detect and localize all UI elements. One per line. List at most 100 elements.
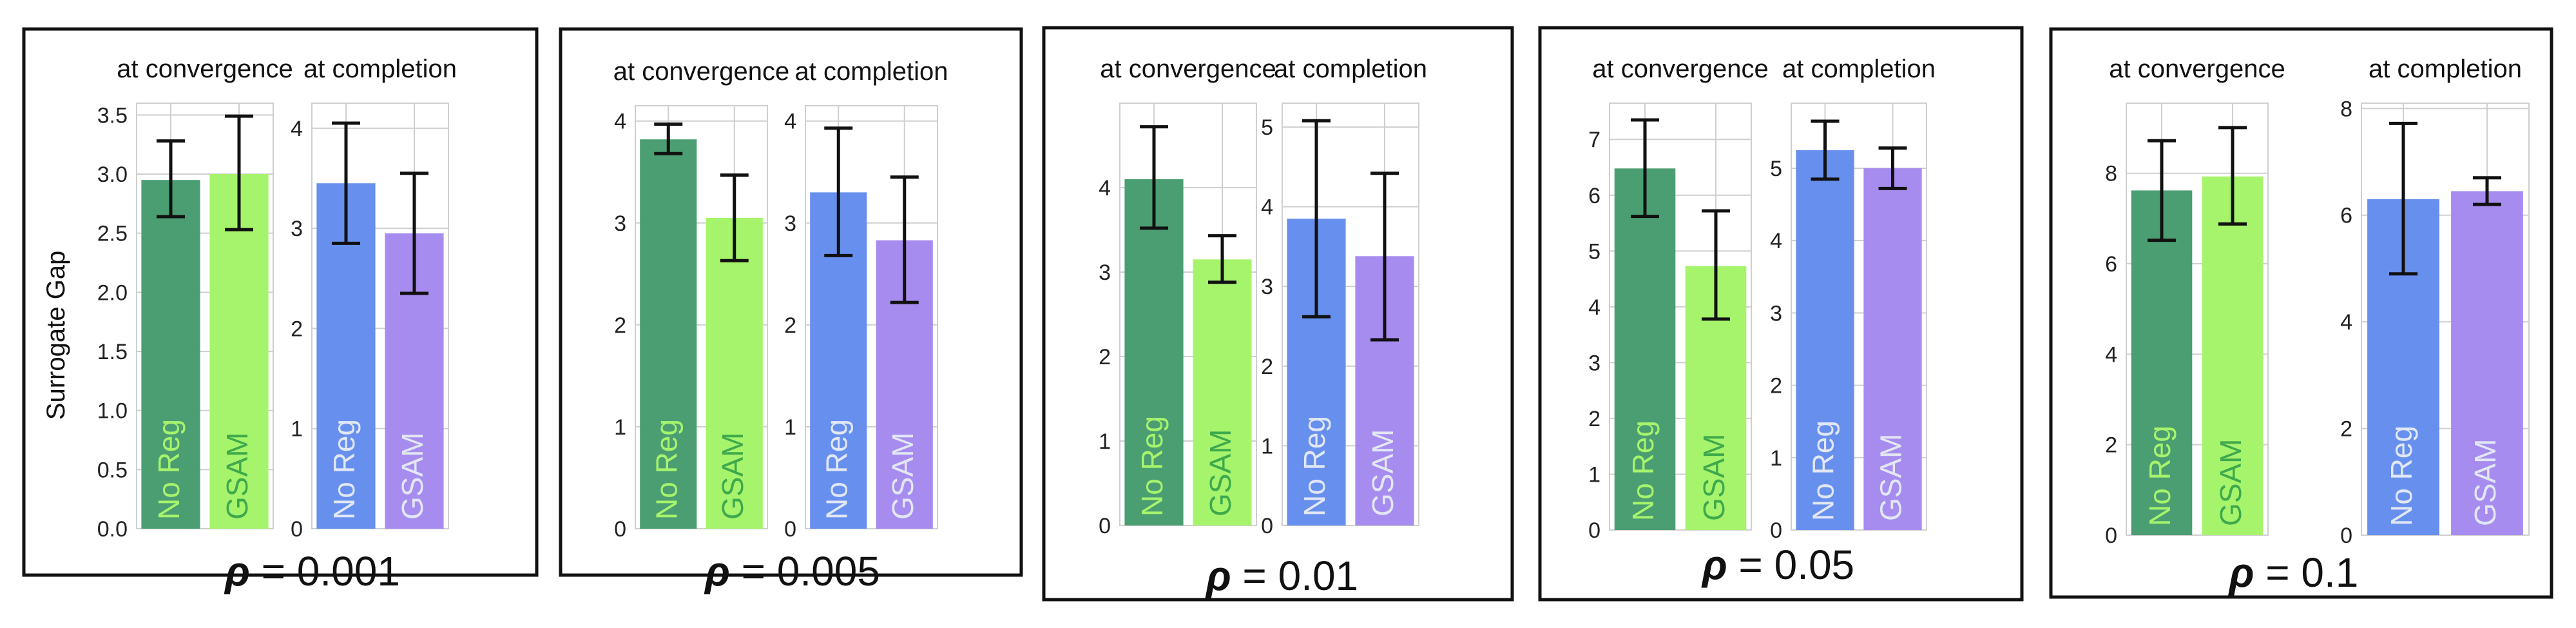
y-tick-label: 0 — [1099, 514, 1111, 538]
subplot-convergence: 0 1 2 3 4 No Reg GSAM at convergence — [1099, 55, 1276, 538]
bar-category-label: GSAM — [886, 433, 919, 520]
bar-category-label: No Reg — [1807, 420, 1840, 521]
subplot-completion: 0 2 4 6 8 No Reg GSAM at completion — [2340, 55, 2530, 548]
y-tick-label: 8 — [2105, 162, 2117, 186]
bar-category-label: No Reg — [1135, 416, 1169, 516]
y-tick-label: 4 — [1770, 229, 1782, 253]
bar-category-label: No Reg — [2143, 426, 2177, 526]
rho-value: = 0.1 — [2254, 549, 2358, 596]
y-axis-label: Surrogate Gap — [42, 251, 70, 420]
chart-group-rho-0-01: 0 1 2 3 4 No Reg GSAM at convergence 0 1 2 3 4 5 No Re… — [1042, 26, 1514, 602]
bar-no-reg — [1796, 150, 1854, 531]
y-tick-label: 6 — [1588, 184, 1600, 208]
rho-value: = 0.005 — [730, 548, 880, 594]
bar-gsam — [209, 174, 269, 529]
bar-category-label: No Reg — [649, 419, 683, 520]
y-tick-label: 2 — [291, 317, 303, 341]
y-tick-label: 1 — [1770, 446, 1782, 471]
subplot-title-convergence: at convergence — [613, 57, 790, 86]
subplot-completion: 0 1 2 3 4 No Reg GSAM at completion — [291, 55, 457, 542]
y-tick-label: 2 — [1261, 355, 1273, 379]
bar-category-label: No Reg — [820, 419, 853, 520]
bar-category-label: GSAM — [396, 433, 429, 520]
y-tick-label: 3 — [1588, 351, 1600, 375]
rho-symbol: ρ — [704, 548, 730, 594]
bar-no-reg — [2131, 190, 2193, 535]
bar-category-label: GSAM — [1366, 429, 1399, 516]
subplot-completion: 0 1 2 3 4 5 No Reg GSAM at completion — [1261, 55, 1427, 538]
y-tick-label: 6 — [2105, 252, 2117, 277]
subplot-title-completion: at completion — [795, 57, 948, 86]
chart-group-rho-0-001: 0.0 0.5 1.0 1.5 2.0 2.5 3.0 3.5 No Reg GSAM at con… — [22, 27, 539, 594]
chart-frame — [1042, 26, 1514, 602]
y-tick-label: 3 — [1770, 301, 1782, 326]
y-tick-label: 3 — [1261, 275, 1273, 299]
bar-gsam — [1193, 259, 1252, 525]
subplot-title-completion: at completion — [2369, 55, 2522, 83]
y-tick-label: 3 — [1099, 260, 1111, 285]
bar-gsam — [1863, 168, 1922, 531]
y-tick-label: 0 — [614, 517, 626, 542]
y-tick-label: 1 — [1588, 462, 1600, 487]
y-tick-label: 5 — [1261, 115, 1273, 140]
y-tick-label: 0 — [1261, 514, 1273, 538]
y-tick-label: 4 — [614, 110, 626, 134]
chart-group-rho-0-1: 0 2 4 6 8 No Reg GSAM at convergence 0 2 4 6 8 No Reg… — [2049, 27, 2553, 599]
y-tick-label: 0 — [1770, 518, 1782, 543]
y-tick-label: 0 — [291, 517, 303, 542]
bar-category-label: GSAM — [220, 433, 254, 520]
y-tick-label: 0.0 — [97, 517, 128, 542]
rho-label: ρ = 0.001 — [224, 548, 400, 594]
y-tick-label: 8 — [2340, 97, 2352, 121]
y-tick-label: 2 — [614, 313, 626, 338]
subplot-title-completion: at completion — [1274, 55, 1427, 83]
bar-category-label: GSAM — [716, 433, 749, 520]
rho-symbol: ρ — [224, 548, 250, 594]
bar-category-label: GSAM — [2214, 439, 2247, 526]
subplot-convergence: 0 1 2 3 4 No Reg GSAM at convergence — [613, 57, 790, 542]
y-tick-label: 1 — [614, 415, 626, 440]
bar-category-label: No Reg — [1298, 416, 1331, 516]
rho-symbol: ρ — [2228, 549, 2254, 596]
y-tick-label: 4 — [1261, 195, 1273, 220]
rho-value: = 0.05 — [1727, 542, 1855, 588]
bar-category-label: No Reg — [152, 419, 186, 520]
rho-value: = 0.001 — [250, 548, 400, 594]
y-tick-label: 2 — [2340, 417, 2352, 442]
rho-label: ρ = 0.01 — [1205, 553, 1358, 599]
y-tick-label: 1 — [1099, 429, 1111, 454]
subplot-convergence: 0 2 4 6 8 No Reg GSAM at convergence — [2105, 55, 2285, 548]
bar-category-label: GSAM — [1697, 434, 1731, 521]
y-tick-label: 2 — [1770, 374, 1782, 398]
bar-category-label: GSAM — [2468, 439, 2502, 526]
rho-symbol: ρ — [1701, 542, 1727, 588]
y-tick-label: 2 — [1588, 407, 1600, 431]
y-tick-label: 3 — [784, 211, 796, 236]
y-tick-label: 2.0 — [97, 280, 128, 305]
subplot-completion: 0 1 2 3 4 No Reg GSAM at completion — [784, 57, 948, 542]
bar-category-label: No Reg — [1626, 420, 1660, 521]
y-tick-label: 3.5 — [97, 103, 128, 128]
chart-frame — [22, 27, 539, 577]
rho-label: ρ = 0.05 — [1701, 542, 1854, 588]
subplot-completion: 0 1 2 3 4 5 No Reg GSAM at completion — [1770, 55, 1936, 543]
y-tick-label: 3.0 — [97, 162, 128, 187]
y-tick-label: 4 — [291, 117, 303, 141]
y-tick-label: 2.5 — [97, 222, 128, 246]
chart-frame — [559, 27, 1023, 577]
chart-group-rho-0-05: 0 1 2 3 4 5 6 7 No Reg GSAM at convergence 0 1 2 3 4 5 No… — [1538, 26, 2024, 602]
bar-no-reg — [141, 180, 200, 529]
y-tick-label: 1 — [1261, 434, 1273, 458]
chart-group-rho-0-005: 0 1 2 3 4 No Reg GSAM at convergence 0 1 2 3 4 No Reg… — [559, 27, 1023, 594]
y-tick-label: 3 — [614, 211, 626, 236]
bar-category-label: No Reg — [2385, 426, 2418, 526]
subplot-title-completion: at completion — [1782, 55, 1936, 83]
y-tick-label: 4 — [1099, 176, 1111, 201]
y-tick-label: 2 — [784, 313, 796, 338]
y-tick-label: 0.5 — [97, 458, 128, 482]
subplot-title-convergence: at convergence — [117, 55, 293, 83]
subplot-convergence: 0 1 2 3 4 5 6 7 No Reg GSAM at convergence — [1588, 55, 1769, 543]
y-tick-label: 1.0 — [97, 399, 128, 424]
y-tick-label: 4 — [1588, 295, 1600, 320]
